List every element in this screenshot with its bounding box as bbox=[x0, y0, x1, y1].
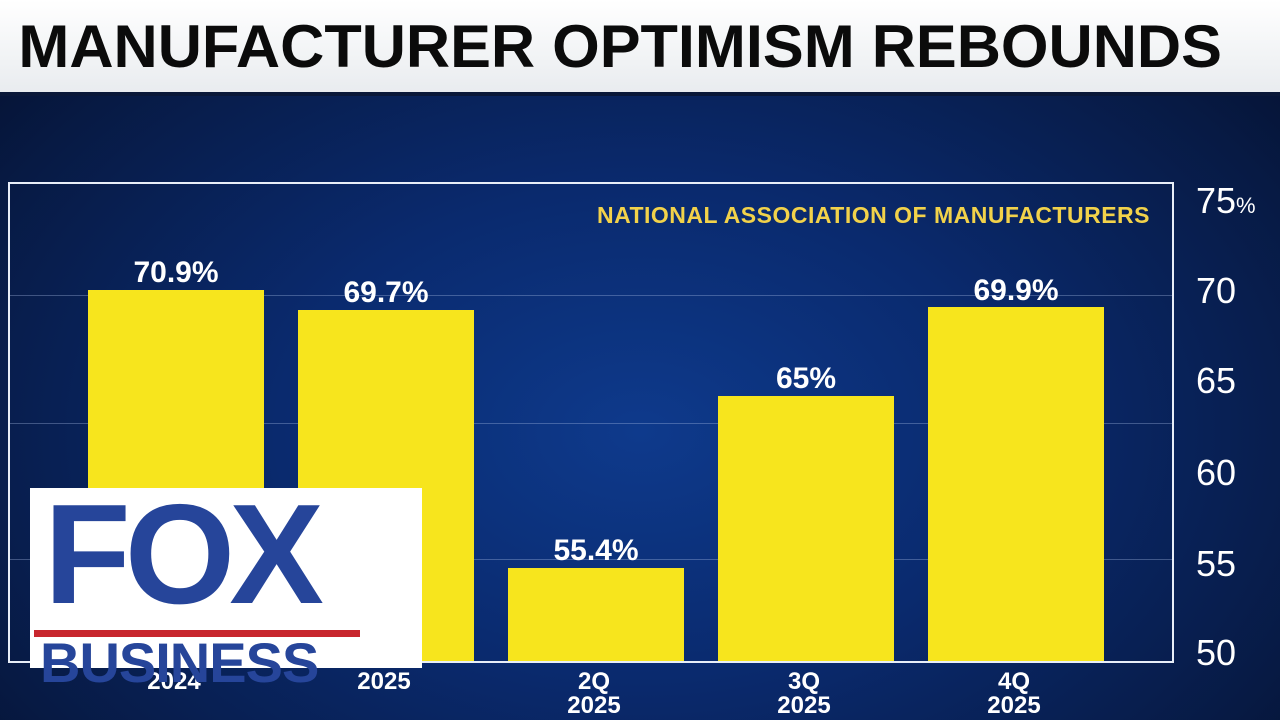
y-tick-60: 60 bbox=[1196, 452, 1237, 493]
y-tick-75: 75% bbox=[1196, 180, 1256, 221]
chart-title: MANUFACTURER OPTIMISM REBOUNDS bbox=[18, 12, 1222, 80]
bar-5 bbox=[928, 307, 1104, 661]
source-label: NATIONAL ASSOCIATION OF MANUFACTURERS bbox=[596, 202, 1150, 228]
logo-business-text: BUSINESS bbox=[40, 631, 319, 694]
bar-value-label: 65% bbox=[775, 362, 837, 395]
x-category-4: 3Q 2025 bbox=[777, 668, 831, 719]
bar-value-label: 69.7% bbox=[343, 276, 429, 309]
title-bar: MANUFACTURER OPTIMISM REBOUNDS bbox=[0, 0, 1280, 92]
y-tick-55: 55 bbox=[1196, 543, 1237, 584]
x-category-3: 2Q 2025 bbox=[567, 668, 621, 719]
title-divider bbox=[0, 92, 1280, 96]
logo-fox-text: FOX bbox=[44, 475, 324, 634]
y-tick-50: 50 bbox=[1196, 632, 1237, 673]
bar-value-label: 55.4% bbox=[553, 534, 639, 567]
fox-business-logo: FOX BUSINESS bbox=[30, 475, 422, 694]
gridline-60 bbox=[10, 423, 1172, 424]
x-category-1: 2024 bbox=[147, 668, 201, 695]
x-category-5: 4Q 2025 bbox=[987, 668, 1041, 719]
y-tick-65: 65 bbox=[1196, 360, 1237, 401]
logo-red-stripe bbox=[34, 630, 360, 637]
gridline-55 bbox=[10, 559, 1172, 560]
y-tick-70: 70 bbox=[1196, 270, 1237, 311]
gridline-70 bbox=[10, 295, 1172, 296]
bar-value-label: 70.9% bbox=[133, 256, 219, 289]
bar-value-label: 69.9% bbox=[973, 274, 1059, 307]
bar-4 bbox=[718, 396, 894, 661]
bar-3 bbox=[508, 568, 684, 661]
x-category-2: 2025 bbox=[357, 668, 411, 695]
